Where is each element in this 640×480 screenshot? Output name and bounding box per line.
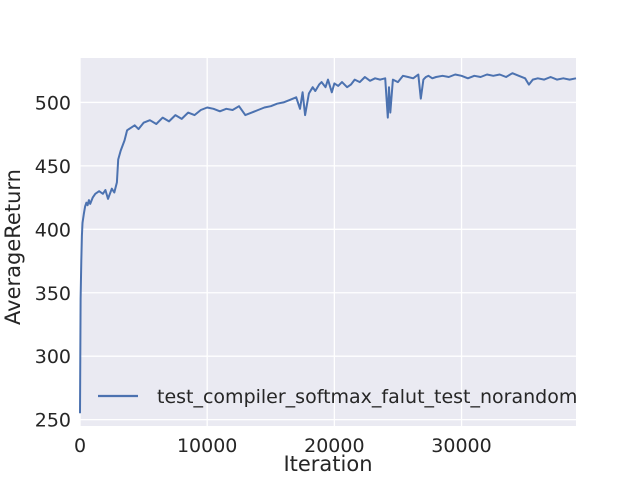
x-tick-label: 10000 (177, 435, 237, 457)
plot-area (80, 58, 576, 426)
x-tick-label: 30000 (431, 435, 491, 457)
series-line (79, 72, 577, 414)
series-layer (79, 72, 577, 414)
y-tick-label: 450 (35, 156, 71, 178)
x-axis-label: Iteration (283, 452, 372, 476)
x-tick-label: 20000 (304, 435, 364, 457)
x-tick-label: 0 (74, 435, 86, 457)
legend-label: test_compiler_softmax_falut_test_norando… (157, 386, 577, 408)
grid (79, 58, 576, 426)
y-tick-label: 250 (35, 410, 71, 432)
y-axis: 250 300 350 400 450 500 (35, 92, 71, 431)
x-axis: 0 10000 20000 30000 (74, 435, 492, 457)
legend: test_compiler_softmax_falut_test_norando… (98, 386, 577, 408)
y-axis-label: AverageReturn (1, 169, 25, 325)
y-tick-label: 400 (35, 219, 71, 241)
y-tick-label: 350 (35, 283, 71, 305)
y-tick-label: 300 (35, 346, 71, 368)
y-tick-label: 500 (35, 92, 71, 114)
